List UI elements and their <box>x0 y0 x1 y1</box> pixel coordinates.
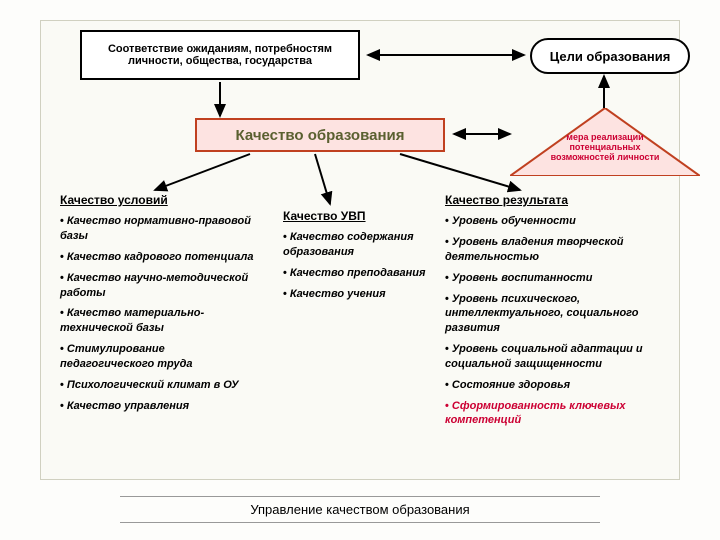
expectations-box: Соответствие ожиданиям, потребностям лич… <box>80 30 360 80</box>
footer-caption-text: Управление качеством образования <box>250 502 469 517</box>
triangle-text: мера реализации потенциальных возможност… <box>510 132 700 162</box>
list-item: Уровень обученности <box>445 214 675 229</box>
list-item: Качество преподавания <box>283 266 428 281</box>
list-item: Качество материально-технической базы <box>60 306 260 336</box>
column-uvp-list: Качество содержания образования Качество … <box>283 230 428 301</box>
footer-caption: Управление качеством образования <box>0 502 720 517</box>
list-item: Качество кадрового потенциала <box>60 250 260 265</box>
quality-education-text: Качество образования <box>236 127 405 144</box>
list-item: Уровень воспитанности <box>445 271 675 286</box>
column-conditions-title: Качество условий <box>60 192 260 208</box>
goals-box: Цели образования <box>530 38 690 74</box>
triangle-line1: мера реализации <box>566 132 643 142</box>
list-item: Качество управления <box>60 399 260 414</box>
list-item: Уровень социальной адаптации и социально… <box>445 342 675 372</box>
footer-divider-bottom <box>120 522 600 523</box>
list-item: Психологический климат в ОУ <box>60 378 260 393</box>
column-uvp-title: Качество УВП <box>283 208 428 224</box>
column-results: Качество результата Уровень обученностиУ… <box>445 192 675 434</box>
triangle-line2: потенциальных <box>569 142 640 152</box>
column-conditions: Качество условий Качество нормативно-пра… <box>60 192 260 419</box>
quality-education-box: Качество образования <box>195 118 445 152</box>
list-item-highlight: Сформированность ключевых компетенций <box>445 399 675 429</box>
goals-text: Цели образования <box>550 49 671 64</box>
triangle-line3: возможностей личности <box>551 152 660 162</box>
list-item: Уровень психического, интеллектуального,… <box>445 292 675 337</box>
potential-triangle: мера реализации потенциальных возможност… <box>510 108 700 176</box>
list-item: Качество научно-методической работы <box>60 271 260 301</box>
list-item: Качество нормативно-правовой базы <box>60 214 260 244</box>
list-item: Уровень владения творческой деятельность… <box>445 235 675 265</box>
list-item: Стимулирование педагогического труда <box>60 342 260 372</box>
column-results-title: Качество результата <box>445 192 675 208</box>
column-conditions-list: Качество нормативно-правовой базы Качеств… <box>60 214 260 413</box>
column-results-list: Уровень обученности Уровень владения твор… <box>445 214 675 428</box>
list-item: Качество содержания образования <box>283 230 428 260</box>
column-uvp: Качество УВП Качество содержания образов… <box>283 208 428 308</box>
footer-divider-top <box>120 496 600 497</box>
list-item: Качество учения <box>283 287 428 302</box>
list-item: Состояние здоровья <box>445 378 675 393</box>
expectations-text: Соответствие ожиданиям, потребностям лич… <box>90 43 350 67</box>
